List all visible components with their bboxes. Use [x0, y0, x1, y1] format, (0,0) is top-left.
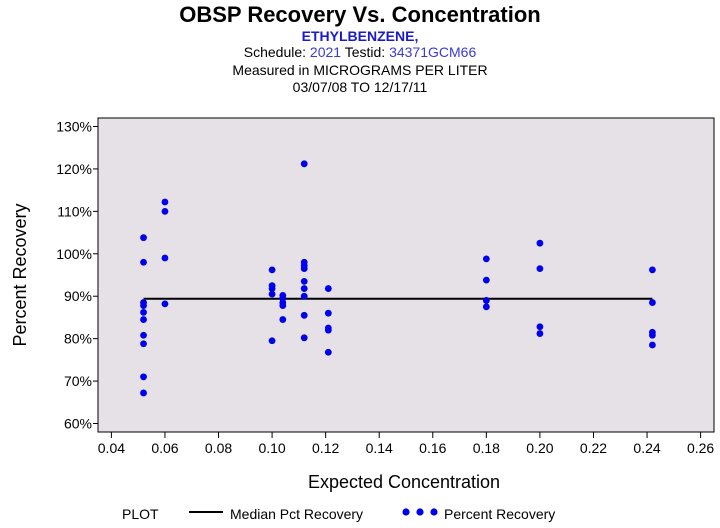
measured-units-line: Measured in MICROGRAMS PER LITER [232, 62, 488, 78]
y-tick-label: 70% [64, 373, 92, 389]
data-point [140, 234, 147, 242]
y-tick-label: 130% [56, 118, 92, 134]
data-point [536, 239, 544, 247]
data-point [324, 309, 332, 317]
x-tick-label: 0.26 [687, 440, 714, 456]
data-point [161, 207, 169, 215]
y-tick-label: 60% [64, 416, 92, 432]
data-point [268, 290, 276, 298]
x-axis: 0.04 0.06 0.08 0.10 0.12 0.14 0.16 0.18 0.20 0.22… [98, 432, 714, 456]
data-point [536, 330, 544, 337]
x-tick-label: 0.08 [205, 440, 232, 456]
x-tick-label: 0.16 [419, 440, 446, 456]
date-range-line: 03/07/08 TO 12/17/11 [292, 79, 428, 95]
chart-title: OBSP Recovery Vs. Concentration [179, 2, 541, 27]
data-point [649, 266, 656, 274]
schedule-line: Schedule: 2021 Testid: 34371GCM66 [0, 44, 720, 60]
data-point [482, 255, 490, 263]
x-tick-label: 0.14 [366, 440, 393, 456]
data-point [140, 302, 147, 309]
y-tick-label: 80% [64, 331, 92, 347]
schedule-value: 2021 [309, 44, 342, 60]
data-point [300, 160, 308, 168]
data-point [649, 299, 656, 306]
data-point [268, 337, 276, 345]
data-point [300, 311, 308, 319]
data-point [268, 266, 276, 274]
y-tick-label: 90% [64, 288, 92, 304]
data-point [140, 373, 147, 381]
data-point [268, 285, 276, 292]
data-point [300, 292, 308, 300]
x-tick-label: 0.04 [98, 440, 125, 456]
data-point [324, 348, 332, 356]
y-tick-label: 100% [56, 246, 92, 262]
legend-point [430, 508, 438, 516]
legend-point [402, 508, 410, 516]
data-point [140, 331, 147, 339]
data-point [279, 316, 287, 323]
data-point [300, 334, 308, 342]
data-point [140, 308, 147, 316]
data-point [324, 326, 332, 334]
x-tick-label: 0.18 [473, 440, 500, 456]
legend-median-label: Median Pct Recovery [230, 506, 363, 522]
testid-label: Testid: [344, 44, 386, 60]
data-point [649, 331, 656, 339]
legend-title: PLOT [122, 506, 159, 522]
y-axis: 60% 70% 80% 90% 100% 110% 120% 130% [56, 118, 98, 432]
data-points-layer [140, 160, 656, 397]
data-point [161, 254, 169, 262]
legend-point [416, 508, 424, 516]
data-point [536, 265, 544, 273]
data-point [300, 285, 308, 292]
plot-area [97, 117, 715, 433]
y-tick-label: 110% [57, 203, 92, 219]
x-tick-label: 0.06 [151, 440, 178, 456]
x-tick-label: 0.22 [580, 440, 607, 456]
y-axis-title: Percent Recovery [10, 203, 30, 346]
legend-points-swatch [402, 508, 438, 516]
data-point [482, 297, 490, 304]
legend-points-label: Percent Recovery [444, 506, 555, 522]
y-tick-label: 120% [56, 161, 92, 177]
x-tick-label: 0.24 [633, 440, 660, 456]
testid-value: 34371GCM66 [389, 44, 477, 60]
x-tick-label: 0.12 [312, 440, 339, 456]
x-axis-title: Expected Concentration [308, 472, 500, 492]
analyte-name: ETHYLBENZENE, [301, 28, 419, 44]
data-point [140, 340, 147, 348]
data-point [161, 300, 169, 308]
data-point [140, 316, 147, 323]
x-tick-label: 0.20 [526, 440, 553, 456]
schedule-label: Schedule: [243, 44, 307, 60]
data-point [649, 341, 656, 349]
data-point [300, 277, 308, 285]
legend: PLOT Median Pct Recovery Percent Recover… [122, 506, 555, 522]
data-point [536, 323, 544, 331]
data-point [161, 198, 169, 206]
data-point [482, 303, 490, 311]
data-point [482, 276, 490, 284]
data-point [279, 302, 287, 309]
x-tick-label: 0.10 [258, 440, 285, 456]
data-point [324, 285, 332, 292]
data-point [140, 258, 147, 266]
data-point [140, 389, 147, 397]
data-point [300, 265, 308, 273]
